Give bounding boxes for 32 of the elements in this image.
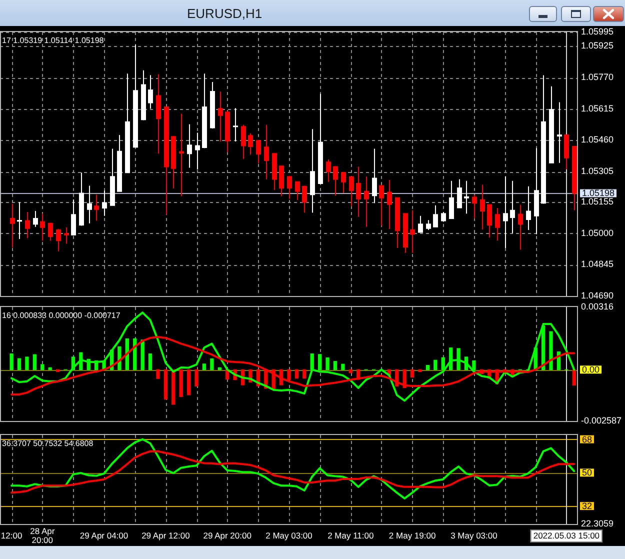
x-tick-label: 2 May 19:00 — [388, 530, 436, 540]
x-tick-label: 29 Apr 20:00 — [203, 530, 252, 540]
annotation: 17 1.05319 1.05114 1.05198 — [2, 36, 104, 46]
y-tick-label: 0.00 — [582, 364, 600, 375]
annotation: 16 0.000833 0.000000 -0.000717 — [2, 311, 121, 320]
y-tick-label: 50 — [582, 468, 592, 478]
x-tick-label: 29 Apr 12:00 — [142, 530, 190, 540]
x-tick-label: 3 May 03:00 — [450, 530, 498, 540]
x-tick-label: 12:00 — [0, 530, 22, 540]
y-tick-label: 22.3059 — [581, 518, 614, 528]
y-tick-label: 1.05615 — [581, 103, 614, 114]
y-tick-label: 1.05155 — [581, 196, 614, 206]
annotation: 36.3707 50.7532 54.6808 — [2, 439, 94, 448]
x-tick-label: 28 Apr 20:00 — [30, 526, 55, 545]
y-tick-label: 0.00316 — [581, 301, 614, 312]
ref-line-label: 1.05198 — [582, 188, 615, 198]
y-tick-label: 68 — [582, 434, 592, 444]
x-tick-label: 2 May 03:00 — [266, 530, 313, 540]
x-tick-label: 2022.05.03 15:00 — [533, 530, 600, 540]
x-tick-label: 29 Apr 04:00 — [80, 530, 128, 540]
y-tick-label: 1.04690 — [581, 290, 614, 300]
y-tick-label: 1.05305 — [581, 166, 614, 176]
y-tick-label: 1.04845 — [581, 259, 614, 270]
y-tick-label: 1.05770 — [581, 72, 614, 82]
y-tick-label: -0.002587 — [581, 415, 622, 426]
y-tick-label: 1.05460 — [581, 134, 614, 145]
y-tick-label: 1.05995 — [581, 26, 614, 36]
y-tick-label: 1.05000 — [581, 228, 614, 238]
x-tick-label: 2 May 11:00 — [328, 530, 374, 540]
y-tick-label: 1.05925 — [581, 40, 614, 51]
y-tick-label: 32 — [582, 501, 592, 512]
chart-title: EURUSD,H1 — [187, 6, 262, 22]
